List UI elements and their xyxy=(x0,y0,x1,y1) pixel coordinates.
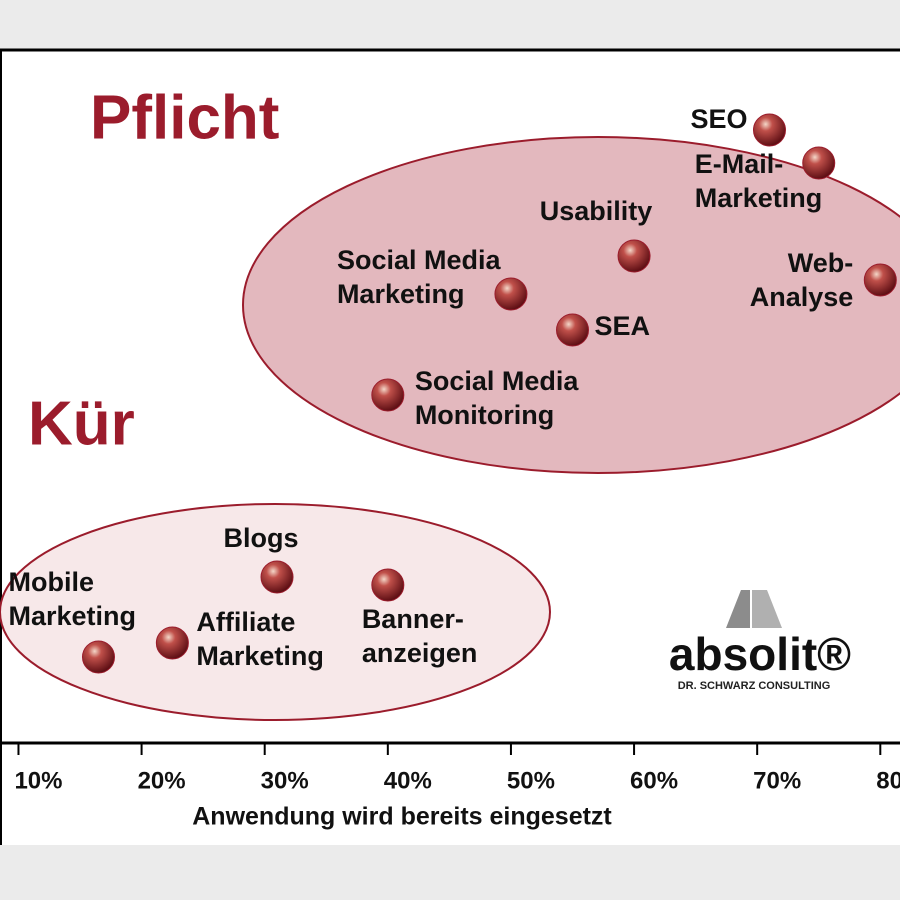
x-axis-label: Anwendung wird bereits eingesetzt xyxy=(192,803,612,831)
logo-brand: absolit® xyxy=(669,628,851,680)
must-group xyxy=(242,136,900,474)
point-label: Social Media xyxy=(337,245,502,275)
point-label: Marketing xyxy=(8,601,136,631)
point xyxy=(752,113,786,147)
point xyxy=(155,626,189,660)
point-label: Banner- xyxy=(362,604,464,634)
point-label: Marketing xyxy=(196,641,324,671)
point xyxy=(371,378,405,412)
must-label: Pflicht xyxy=(90,83,279,152)
point-label: Monitoring xyxy=(415,400,554,430)
x-tick-label: 10% xyxy=(14,767,62,794)
point-label: Marketing xyxy=(695,183,823,213)
point xyxy=(494,277,528,311)
point-label: Mobile xyxy=(8,567,94,597)
logo-tagline: DR. SCHWARZ CONSULTING xyxy=(678,680,831,692)
x-tick-label: 50% xyxy=(507,767,555,794)
point xyxy=(81,640,115,674)
point-label: Affiliate xyxy=(196,607,295,637)
point-label: Marketing xyxy=(337,279,465,309)
x-tick-label: 20% xyxy=(138,767,186,794)
optional-group xyxy=(0,503,551,721)
point-label: Social Media xyxy=(415,366,580,396)
point-label: E-Mail- xyxy=(695,149,784,179)
point xyxy=(802,146,836,180)
x-tick-label: 30% xyxy=(261,767,309,794)
point-label: anzeigen xyxy=(362,638,478,668)
point xyxy=(863,263,897,297)
x-tick-label: 70% xyxy=(753,767,801,794)
x-tick-label: 80% xyxy=(876,767,900,794)
x-tick-label: 40% xyxy=(384,767,432,794)
point xyxy=(617,239,651,273)
point-label: Usability xyxy=(540,196,653,226)
point xyxy=(260,560,294,594)
point-label: Web- xyxy=(788,248,854,278)
point-label: SEO xyxy=(690,104,747,134)
point-label: Analyse xyxy=(750,282,854,312)
logo-shape xyxy=(726,590,750,628)
point xyxy=(371,568,405,602)
optional-label: Kür xyxy=(28,389,135,458)
logo-shape xyxy=(752,590,782,628)
point xyxy=(556,313,590,347)
point-label: SEA xyxy=(595,311,651,341)
x-tick-label: 60% xyxy=(630,767,678,794)
point-label: Blogs xyxy=(224,523,299,553)
